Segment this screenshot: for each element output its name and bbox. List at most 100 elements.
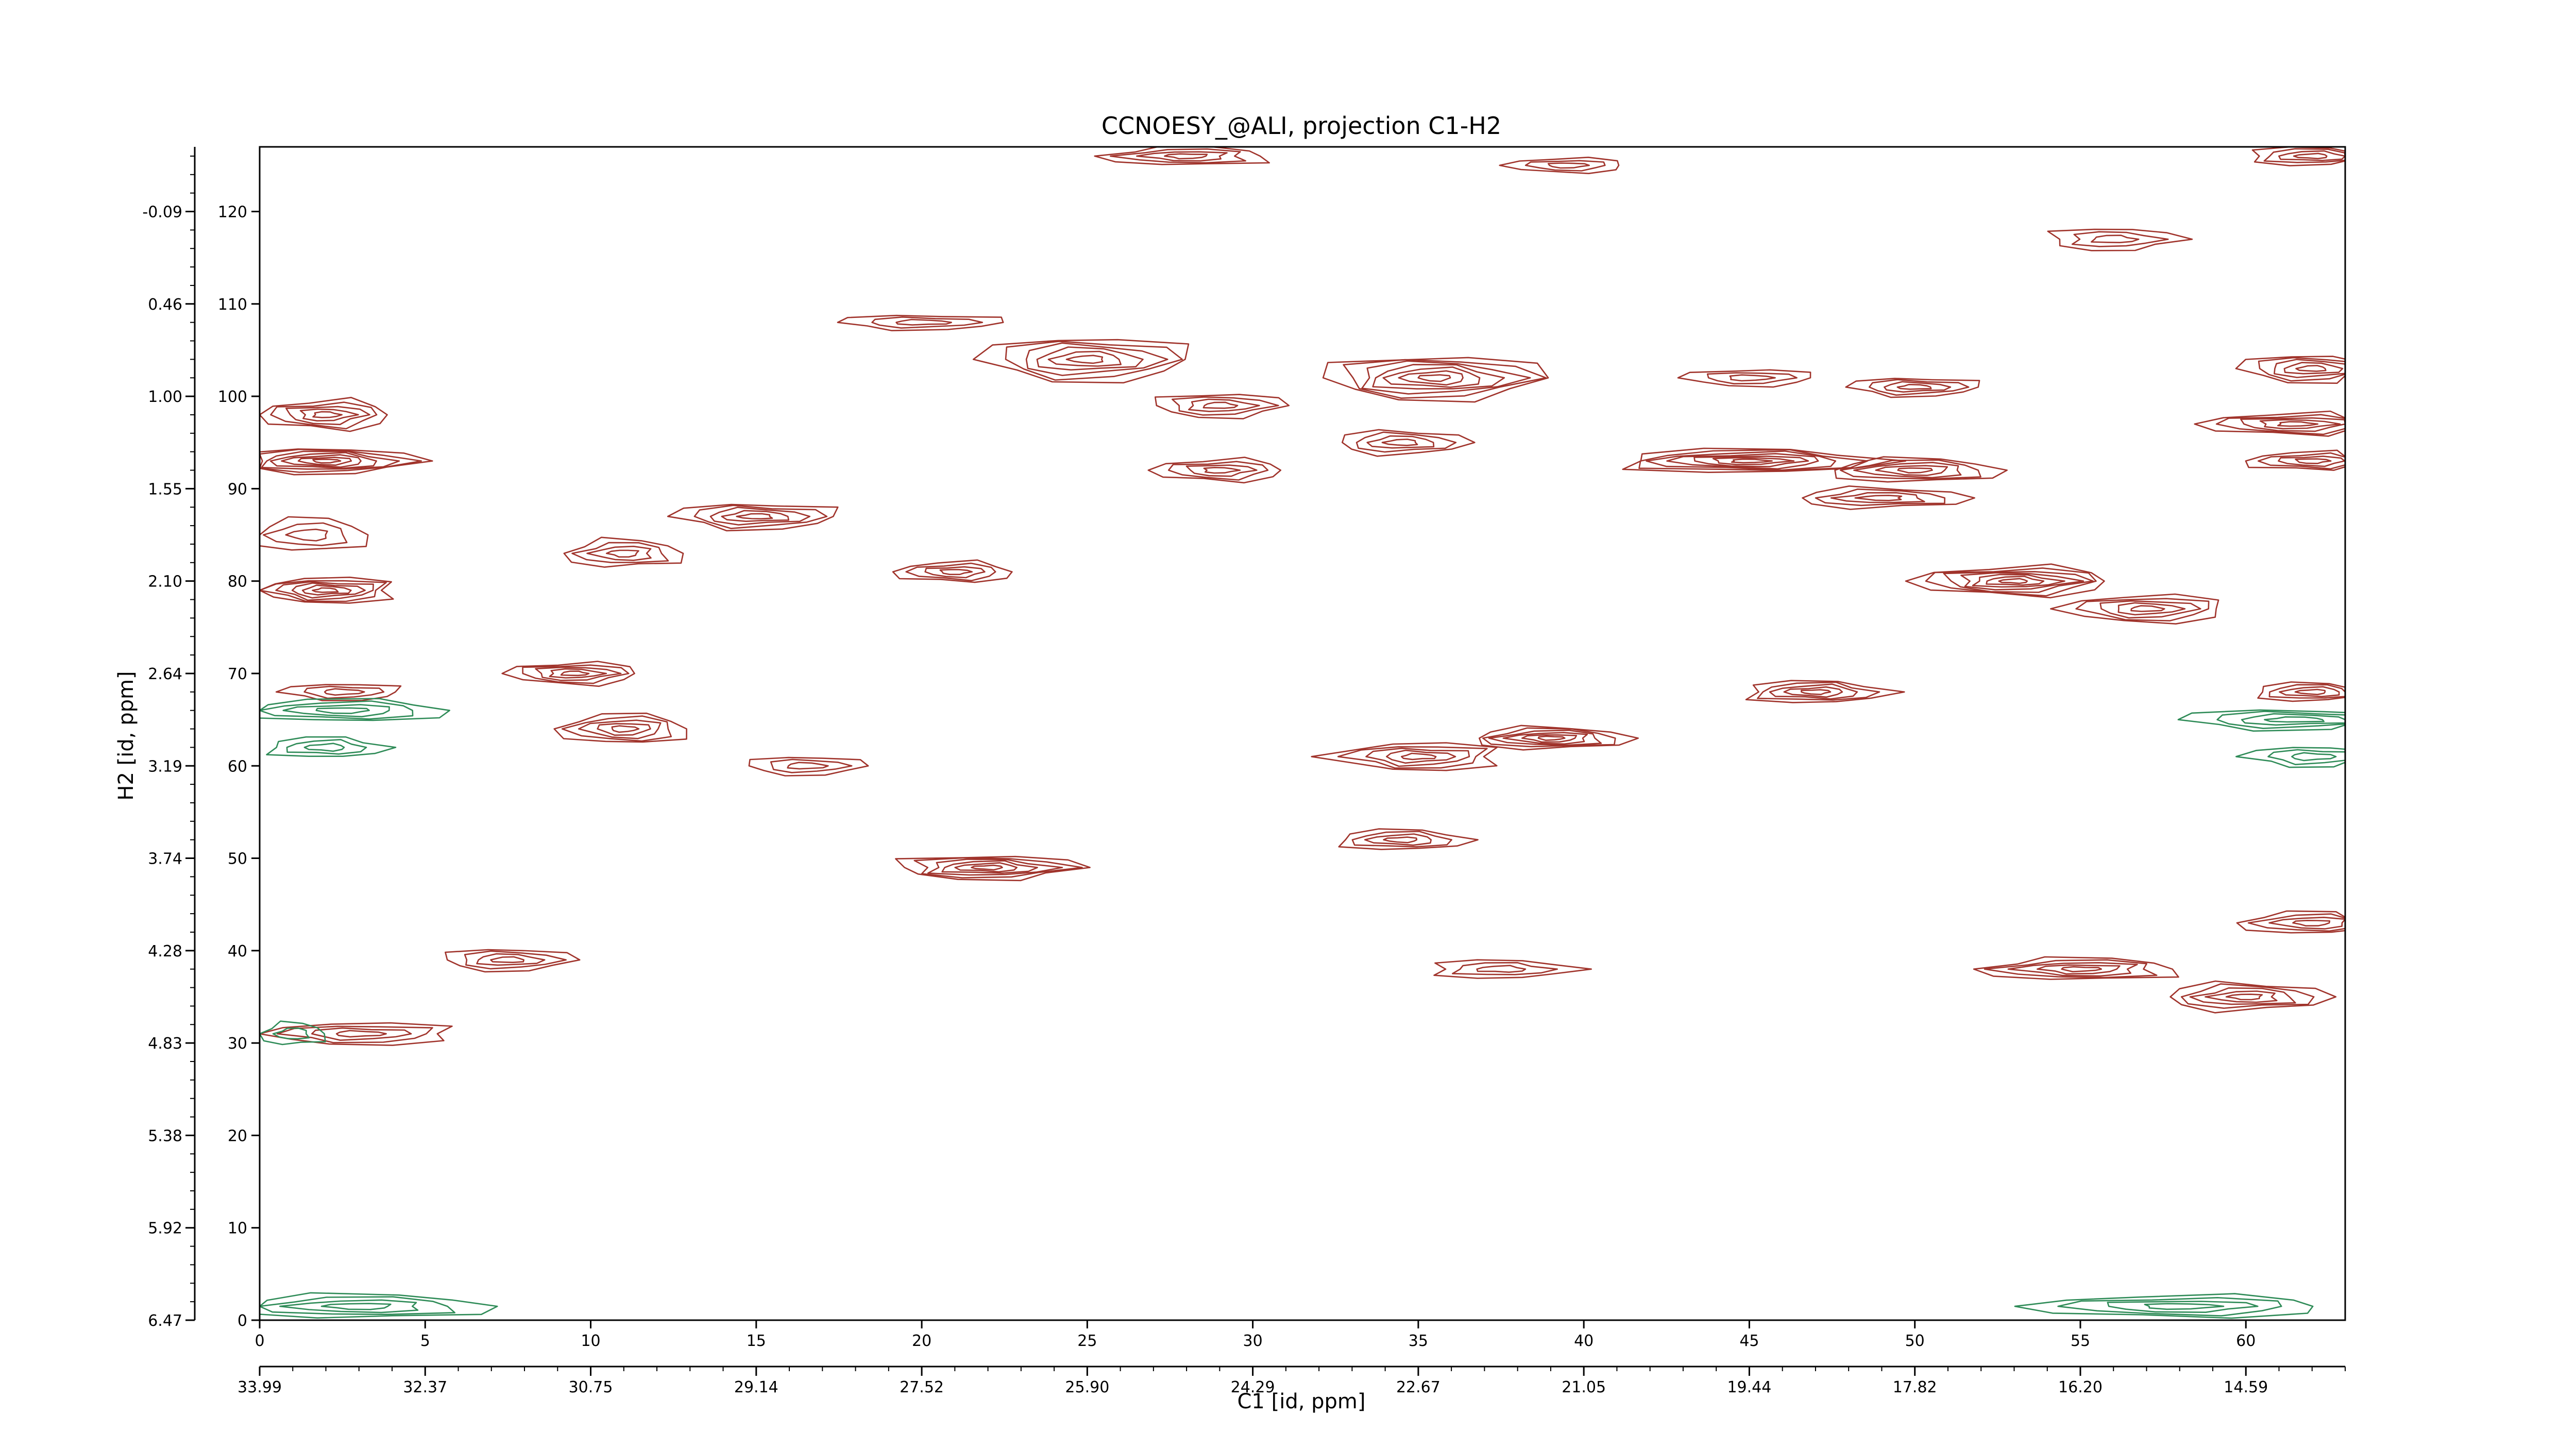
contour-level [1047,350,1122,367]
contour-level [2257,452,2346,470]
x-ppm-tick-label: 29.14 [734,1378,778,1396]
contour-level [1366,435,1435,449]
contour-level [2099,600,2201,619]
contour-level [279,1299,419,1313]
contour-peak [1479,724,1639,751]
contour-level [1401,752,1437,761]
contour-level [1834,456,2008,483]
contour-level [2170,980,2337,1014]
contour-level [285,406,370,426]
contour-peak [2170,980,2337,1014]
x-ppm-tick-label: 27.52 [900,1378,944,1396]
contour-peak [2177,709,2346,732]
contour-level [1845,378,1980,398]
contour-level [1984,959,2158,979]
contour-level [1815,488,1945,507]
contour-level [259,448,422,473]
contour-level [1960,572,2084,591]
contour-level [291,582,366,599]
plot-area [259,146,2346,1321]
contour-peak [2245,449,2346,471]
x-index-tick-label: 30 [1243,1332,1263,1350]
contour-level [1783,686,1843,698]
contour-level [1998,578,2028,584]
contour-level [1729,374,1776,382]
contour-peak [1802,485,1975,510]
contour-peak [2047,228,2193,251]
contour-level [2215,414,2346,435]
x-ppm-tick-label: 32.37 [403,1378,447,1396]
contour-level [605,549,639,558]
y-index-tick-label: 50 [228,850,247,868]
contour-level [1706,372,1798,385]
contour-level [1830,492,1925,503]
contour-level [837,314,1004,331]
contour-level [1382,366,1481,388]
contour-peak [266,736,397,757]
x-index-tick-label: 60 [2236,1332,2256,1350]
contour-layer [259,146,2346,1319]
contour-level [1482,727,1616,748]
contour-level [2245,449,2346,471]
contour-level [286,739,367,755]
contour-level [1884,381,1952,393]
y-axis-label: H2 [id, ppm] [114,671,138,800]
contour-level [282,704,390,718]
contour-level [2037,964,2121,975]
contour-peak [2251,146,2346,166]
contour-level [1521,734,1578,743]
contour-level [1005,341,1183,381]
contour-level [1712,457,1795,465]
y-index-axis: 0 10 20 30 40 50 60 70 80 90 100 110 120 [218,204,260,1330]
contour-level [941,860,1038,874]
x-ppm-tick-label: 22.67 [1396,1378,1440,1396]
contour-level [895,318,952,326]
contour-level [939,569,973,576]
contour-level [2177,709,2346,732]
contour-peak [1622,447,1907,474]
contour-level [2189,987,2296,1005]
contour-level [597,723,651,736]
contour-peak [748,756,869,777]
contour-level [1840,459,1981,480]
contour-peak [1155,394,1290,419]
contour-level [1677,369,1811,388]
contour-peak [1677,369,1811,388]
contour-level [2180,983,2315,1009]
x-ppm-tick-label: 19.44 [1727,1378,1771,1396]
contour-level [2235,356,2346,384]
contour-level [1110,148,1246,164]
contour-level [1537,735,1566,741]
y-index-tick-label: 70 [228,665,247,683]
y-ppm-tick-label: -0.09 [142,204,182,222]
contour-level [1622,447,1907,474]
x-ppm-axis: 33.99 32.37 30.75 29.14 27.52 25.90 24.29 22.67… [238,1366,2346,1396]
contour-level [1854,495,1903,501]
y-ppm-tick-label: 2.10 [148,573,182,591]
y-ppm-tick-label: 1.00 [148,388,182,406]
contour-level [2107,1301,2259,1313]
contour-level [1524,160,1606,172]
contour-level [2225,993,2263,1001]
contour-peak [2236,910,2346,934]
contour-level [312,411,343,418]
contour-peak [1905,563,2105,599]
contour-peak [259,397,388,432]
contour-level [1203,466,1241,474]
contour-level [1479,724,1639,751]
contour-level [490,956,525,963]
contour-level [464,950,567,970]
contour-level [2295,365,2327,372]
y-index-tick-label: 30 [228,1035,247,1053]
contour-level [1769,683,1858,700]
contour-level [1365,747,1470,767]
contour-level [748,756,869,777]
contour-level [2236,910,2346,934]
contour-level [954,862,1018,873]
contour-peak [1433,959,1592,979]
contour-level [1172,396,1279,416]
contour-peak [1311,742,1498,771]
y-index-tick-label: 90 [228,480,247,498]
y-ppm-tick-label: 4.83 [148,1035,182,1053]
